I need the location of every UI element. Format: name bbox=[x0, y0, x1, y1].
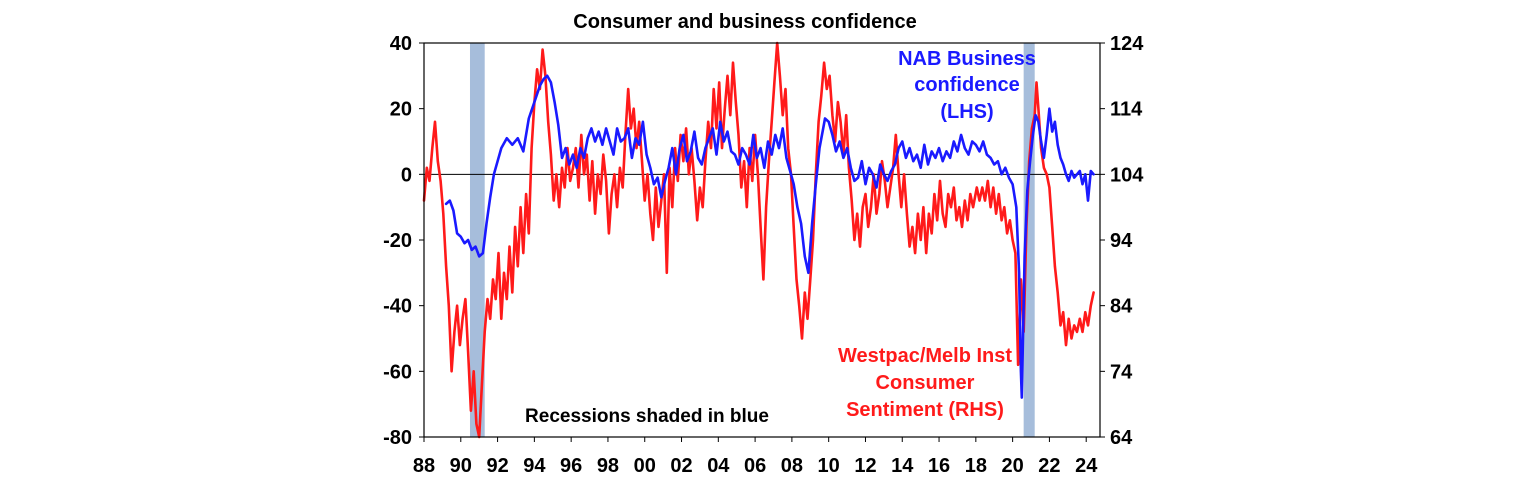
x-tick-label: 88 bbox=[413, 455, 435, 477]
x-axis: 88 90 92 94 96 98 00 02 04 06 08 10 12 14 16 18 20 22 24 bbox=[413, 437, 1098, 477]
x-tick-label: 92 bbox=[486, 455, 508, 477]
recession-annotation: Recessions shaded in blue bbox=[525, 406, 769, 427]
right-tick-label: 104 bbox=[1110, 164, 1144, 186]
left-tick-label: -60 bbox=[383, 361, 412, 383]
series-label-nab-line-1: NAB Business bbox=[898, 48, 1036, 70]
left-tick-label: -80 bbox=[383, 427, 412, 449]
left-tick-label: 0 bbox=[401, 164, 412, 186]
series-label-westpac-line-1: Westpac/Melb Inst bbox=[838, 345, 1012, 367]
series-label-nab-line-2: confidence bbox=[914, 74, 1020, 96]
x-tick-label: 94 bbox=[523, 455, 546, 477]
right-tick-label: 124 bbox=[1110, 33, 1144, 55]
series-label-westpac-line-2: Consumer bbox=[876, 372, 975, 394]
chart-title: Consumer and business confidence bbox=[573, 11, 916, 33]
x-tick-label: 00 bbox=[634, 455, 656, 477]
right-tick-label: 114 bbox=[1110, 99, 1143, 121]
right-tick-label: 84 bbox=[1110, 296, 1133, 318]
x-tick-label: 06 bbox=[744, 455, 766, 477]
left-tick-label: 20 bbox=[390, 99, 412, 121]
x-tick-label: 20 bbox=[1002, 455, 1024, 477]
left-tick-label: -40 bbox=[383, 296, 412, 318]
right-tick-label: 64 bbox=[1110, 427, 1133, 449]
x-tick-label: 24 bbox=[1075, 455, 1098, 477]
x-tick-label: 10 bbox=[818, 455, 840, 477]
left-tick-label: 40 bbox=[390, 33, 412, 55]
x-tick-label: 18 bbox=[965, 455, 987, 477]
right-tick-label: 94 bbox=[1110, 230, 1133, 252]
left-tick-label: -20 bbox=[383, 230, 412, 252]
x-tick-label: 02 bbox=[670, 455, 692, 477]
recession-shading bbox=[469, 43, 1035, 437]
x-tick-label: 90 bbox=[450, 455, 472, 477]
series-label-nab-line-3: (LHS) bbox=[940, 101, 993, 123]
x-tick-label: 12 bbox=[854, 455, 876, 477]
series-line-westpac-consumer-sentiment bbox=[422, 41, 1095, 439]
x-tick-label: 16 bbox=[928, 455, 950, 477]
series-line-nab-business-confidence bbox=[444, 74, 1095, 399]
series-label-westpac-line-3: Sentiment (RHS) bbox=[846, 399, 1004, 421]
recession-band bbox=[469, 43, 485, 437]
x-tick-label: 98 bbox=[597, 455, 619, 477]
x-tick-label: 22 bbox=[1038, 455, 1060, 477]
right-axis: 124 114 104 94 84 74 64 bbox=[1100, 33, 1144, 449]
series-layer bbox=[422, 41, 1095, 439]
recession-band bbox=[1023, 43, 1035, 437]
chart-background bbox=[369, 0, 1168, 485]
x-tick-label: 14 bbox=[891, 455, 914, 477]
x-tick-label: 08 bbox=[781, 455, 803, 477]
x-tick-label: 96 bbox=[560, 455, 582, 477]
x-tick-label: 04 bbox=[707, 455, 730, 477]
left-axis: 40 20 0 -20 -40 -60 -80 bbox=[383, 33, 424, 449]
right-tick-label: 74 bbox=[1110, 361, 1133, 383]
